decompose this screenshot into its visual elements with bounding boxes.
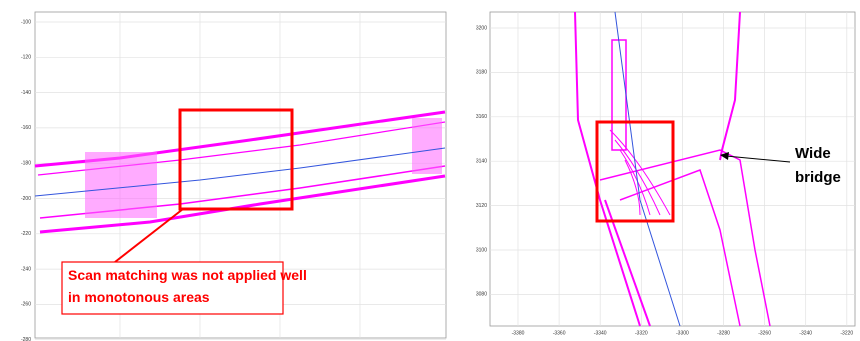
y-tick-label: -160: [21, 125, 31, 131]
x-tick-label: -3360: [553, 330, 566, 336]
y-tick-label: -120: [21, 55, 31, 61]
x-tick-label: -3260: [758, 330, 771, 336]
y-tick-label: -220: [21, 231, 31, 237]
y-tick-label: 3100: [476, 247, 487, 253]
x-tick-label: -3280: [717, 330, 730, 336]
y-tick-label: -200: [21, 196, 31, 202]
x-tick-label: -3340: [594, 330, 607, 336]
x-tick-label: -3380: [512, 330, 525, 336]
y-tick-label: 3160: [476, 114, 487, 120]
y-tick-label: -100: [21, 19, 31, 25]
grid-structure: [412, 118, 442, 174]
y-tick-label: 3200: [476, 25, 487, 31]
y-tick-label: -140: [21, 90, 31, 96]
x-tick-label: -3320: [635, 330, 648, 336]
y-tick-label: 3080: [476, 292, 487, 298]
y-tick-label: 3180: [476, 70, 487, 76]
annotation-text: Wide: [795, 145, 831, 162]
y-tick-label: -260: [21, 302, 31, 308]
y-tick-label: 3140: [476, 159, 487, 165]
figure: -100 -120 -140 -160 -180 -200 -220 -240 -260 -280…: [0, 0, 860, 341]
x-tick-label: -3300: [676, 330, 689, 336]
x-tick-label: -3220: [840, 330, 853, 336]
y-tick-label: -280: [21, 337, 31, 341]
callout-text: Scan matching was not applied well: [68, 267, 307, 283]
annotation-text: bridge: [795, 169, 841, 186]
y-tick-label: -180: [21, 161, 31, 167]
callout-text: in monotonous areas: [68, 289, 210, 305]
y-tick-label: 3120: [476, 203, 487, 209]
y-tick-label: -240: [21, 266, 31, 272]
x-tick-label: -3240: [799, 330, 812, 336]
